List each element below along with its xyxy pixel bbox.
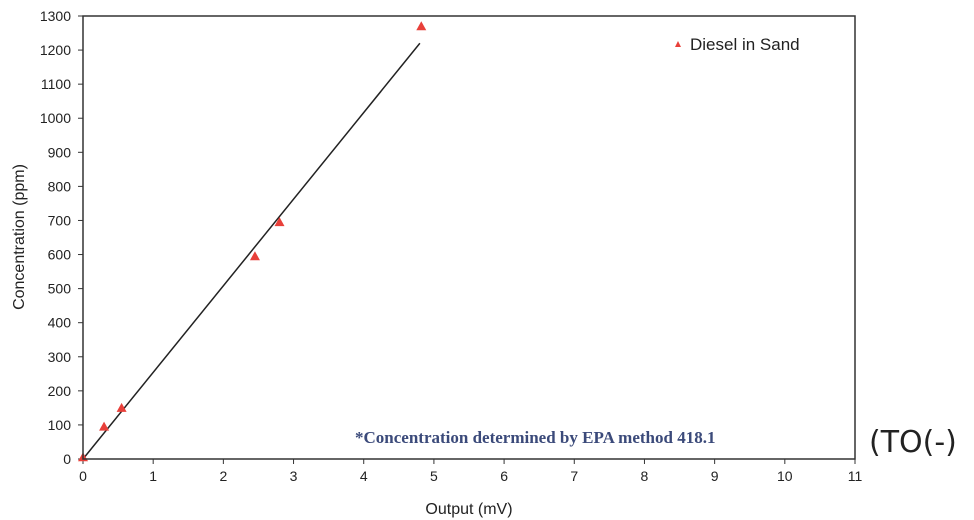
x-tick-label: 1 bbox=[149, 468, 157, 484]
y-tick-label: 700 bbox=[48, 212, 72, 228]
y-tick-label: 600 bbox=[48, 247, 72, 263]
y-tick-label: 500 bbox=[48, 281, 72, 297]
x-tick-label: 11 bbox=[848, 468, 863, 484]
y-tick-label: 1200 bbox=[40, 42, 71, 58]
x-tick-label: 4 bbox=[360, 468, 368, 484]
legend-label: Diesel in Sand bbox=[690, 35, 800, 54]
y-axis-title: Concentration (ppm) bbox=[11, 164, 28, 310]
y-tick-label: 100 bbox=[48, 417, 72, 433]
y-tick-label: 200 bbox=[48, 383, 72, 399]
annotation-note: *Concentration determined by EPA method … bbox=[355, 428, 715, 447]
y-tick-label: 1300 bbox=[40, 8, 71, 24]
x-tick-label: 5 bbox=[430, 468, 438, 484]
x-tick-label: 6 bbox=[500, 468, 508, 484]
y-tick-label: 1000 bbox=[40, 110, 71, 126]
handwritten-note: (TO(-) bbox=[869, 425, 957, 460]
x-tick-label: 10 bbox=[777, 468, 793, 484]
x-axis-title: Output (mV) bbox=[425, 501, 512, 518]
x-tick-label: 7 bbox=[570, 468, 578, 484]
x-tick-label: 3 bbox=[290, 468, 298, 484]
x-tick-label: 0 bbox=[79, 468, 87, 484]
y-tick-label: 1100 bbox=[41, 76, 71, 92]
y-tick-label: 400 bbox=[48, 315, 72, 331]
legend: Diesel in Sand bbox=[675, 35, 800, 54]
y-tick-label: 900 bbox=[48, 144, 72, 160]
y-tick-label: 300 bbox=[48, 349, 72, 365]
plot-background bbox=[83, 16, 855, 459]
y-tick-label: 0 bbox=[63, 451, 71, 467]
x-tick-label: 2 bbox=[219, 468, 227, 484]
y-tick-label: 800 bbox=[48, 178, 72, 194]
x-tick-label: 9 bbox=[711, 468, 719, 484]
x-tick-label: 8 bbox=[641, 468, 649, 484]
